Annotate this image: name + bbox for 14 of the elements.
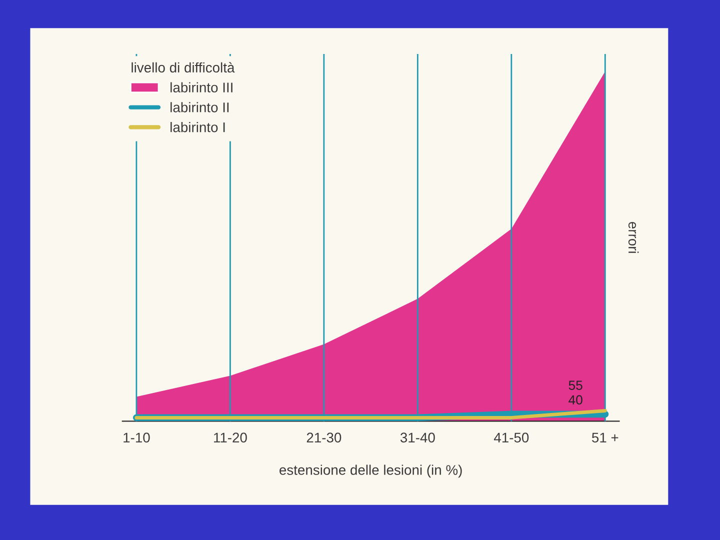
x-axis-title: estensione delle lesioni (in %) [280, 464, 462, 478]
legend-label: labirinto III [170, 82, 232, 92]
annotation: 55 [568, 380, 582, 390]
x-tick-label: 1-10 [124, 432, 150, 443]
legend-title: livello di difficoltà [132, 62, 235, 73]
legend-label: labirinto I [170, 122, 225, 132]
y-axis-title: errori [628, 222, 639, 253]
legend-label: labirinto II [170, 102, 229, 112]
x-tick-label: 31-40 [400, 432, 435, 443]
x-tick-label: 11-20 [214, 432, 247, 443]
annotation: 40 [568, 395, 582, 405]
x-tick-label: 21-30 [306, 432, 342, 443]
x-tick-label: 41-50 [494, 432, 529, 443]
x-tick-label: 51 + [592, 432, 618, 443]
